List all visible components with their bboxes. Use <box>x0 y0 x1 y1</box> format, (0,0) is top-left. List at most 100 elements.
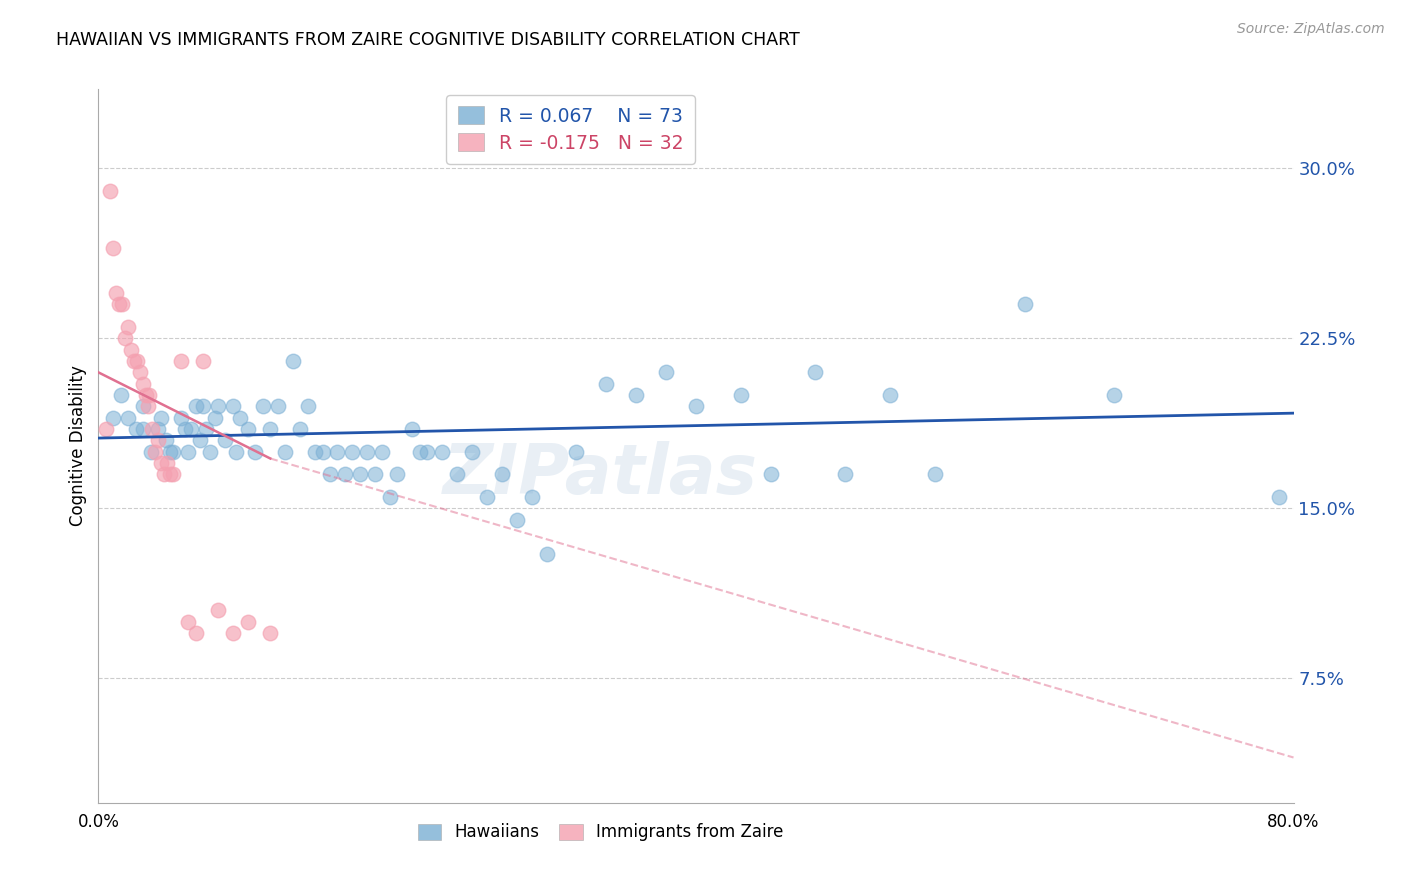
Point <box>139 444 162 458</box>
Point <box>127 354 149 368</box>
Point <box>105 286 128 301</box>
Point <box>655 365 678 379</box>
Point <box>311 444 333 458</box>
Point <box>94 422 117 436</box>
Point <box>924 467 946 482</box>
Point <box>169 410 191 425</box>
Text: HAWAIIAN VS IMMIGRANTS FROM ZAIRE COGNITIVE DISABILITY CORRELATION CHART: HAWAIIAN VS IMMIGRANTS FROM ZAIRE COGNIT… <box>56 31 800 49</box>
Point <box>349 467 371 482</box>
Point <box>117 410 139 425</box>
Point <box>150 410 173 425</box>
Point <box>595 376 617 391</box>
Point <box>135 388 157 402</box>
Point <box>281 354 304 368</box>
Point <box>124 354 146 368</box>
Point <box>222 400 245 414</box>
Point <box>214 434 236 448</box>
Point <box>520 490 543 504</box>
Point <box>834 467 856 482</box>
Point <box>177 615 200 629</box>
Point <box>461 444 484 458</box>
Point <box>132 376 155 391</box>
Point <box>364 467 387 482</box>
Point <box>195 422 218 436</box>
Point <box>103 410 125 425</box>
Point <box>200 444 222 458</box>
Point <box>129 365 152 379</box>
Y-axis label: Cognitive Disability: Cognitive Disability <box>69 366 87 526</box>
Text: ZIPatlas: ZIPatlas <box>443 441 758 508</box>
Point <box>759 467 782 482</box>
Point <box>378 490 401 504</box>
Point <box>207 400 229 414</box>
Point <box>111 297 134 311</box>
Point <box>188 434 211 448</box>
Point <box>148 434 170 448</box>
Point <box>356 444 378 458</box>
Point <box>120 343 142 357</box>
Point <box>184 400 207 414</box>
Text: Source: ZipAtlas.com: Source: ZipAtlas.com <box>1237 22 1385 37</box>
Point <box>401 422 423 436</box>
Point <box>155 434 177 448</box>
Point <box>159 444 181 458</box>
Point <box>430 444 453 458</box>
Point <box>804 365 827 379</box>
Point <box>156 456 179 470</box>
Point <box>225 444 247 458</box>
Point <box>267 400 290 414</box>
Point <box>371 444 394 458</box>
Point <box>125 422 148 436</box>
Point <box>259 626 281 640</box>
Point <box>626 388 648 402</box>
Point <box>143 444 166 458</box>
Point <box>191 400 214 414</box>
Point <box>174 422 197 436</box>
Point <box>110 388 132 402</box>
Point <box>141 422 163 436</box>
Point <box>252 400 274 414</box>
Point <box>1104 388 1126 402</box>
Point <box>207 603 229 617</box>
Point <box>408 444 430 458</box>
Point <box>153 467 176 482</box>
Point <box>184 626 207 640</box>
Point <box>162 444 184 458</box>
Legend: Hawaiians, Immigrants from Zaire: Hawaiians, Immigrants from Zaire <box>411 817 790 848</box>
Point <box>879 388 901 402</box>
Point <box>148 422 170 436</box>
Point <box>730 388 752 402</box>
Point <box>446 467 468 482</box>
Point <box>326 444 349 458</box>
Point <box>150 456 173 470</box>
Point <box>536 547 558 561</box>
Point <box>274 444 297 458</box>
Point <box>136 400 159 414</box>
Point <box>108 297 131 311</box>
Point <box>1267 490 1289 504</box>
Point <box>229 410 252 425</box>
Point <box>132 422 155 436</box>
Point <box>685 400 707 414</box>
Point <box>333 467 356 482</box>
Point <box>236 615 259 629</box>
Point <box>177 444 200 458</box>
Point <box>180 422 202 436</box>
Point <box>236 422 259 436</box>
Point <box>222 626 245 640</box>
Point <box>98 184 122 198</box>
Point <box>132 400 155 414</box>
Point <box>565 444 588 458</box>
Point <box>162 467 184 482</box>
Point <box>491 467 513 482</box>
Point <box>385 467 409 482</box>
Point <box>506 513 529 527</box>
Point <box>114 331 136 345</box>
Point <box>259 422 281 436</box>
Point <box>1014 297 1036 311</box>
Point <box>416 444 439 458</box>
Point <box>319 467 342 482</box>
Point <box>475 490 498 504</box>
Point <box>117 320 139 334</box>
Point <box>138 388 160 402</box>
